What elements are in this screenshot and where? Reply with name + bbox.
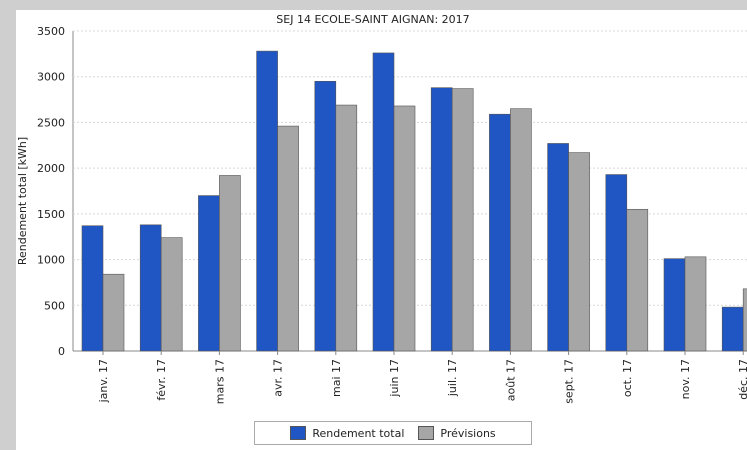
chart-title: SEJ 14 ECOLE-SAINT AIGNAN: 2017	[276, 13, 469, 26]
y-axis-ticks: 0 500 1000 1500 2000 2500 3000 3500	[37, 25, 65, 358]
x-tick-label: oct. 17	[621, 359, 634, 397]
y-tick-label: 500	[44, 299, 65, 312]
bar-rendement	[605, 174, 628, 352]
x-tick-label: janv. 17	[97, 359, 110, 403]
y-tick-label: 3000	[37, 71, 65, 84]
y-tick-label: 0	[58, 345, 65, 358]
x-tick-label: sept. 17	[563, 359, 576, 404]
bar-chart: SEJ 14 ECOLE-SAINT AIGNAN: 2017 0 500 1000…	[16, 13, 747, 404]
bar-previsions	[219, 175, 241, 352]
bar-rendement	[314, 80, 337, 352]
legend-item-rendement: Rendement total	[290, 426, 404, 440]
bar-rendement	[372, 52, 395, 352]
bar-rendement	[663, 258, 686, 352]
x-axis-ticks: janv. 17 févr. 17 mars 17 avr. 17 mai 17 juin…	[97, 351, 747, 404]
bar-previsions	[277, 125, 299, 352]
legend-swatch-previsions	[418, 426, 435, 440]
bar-previsions	[102, 273, 125, 352]
bar-rendement	[430, 87, 453, 352]
legend-item-previsions: Prévisions	[418, 426, 496, 440]
bar-rendement	[256, 50, 278, 352]
bar-rendement	[198, 195, 220, 352]
x-tick-label: mai 17	[330, 359, 343, 397]
bar-previsions	[626, 208, 649, 352]
x-tick-label: juin 17	[388, 359, 401, 398]
y-tick-label: 2500	[37, 116, 65, 129]
legend-swatch-rendement	[290, 426, 307, 440]
bar-rendement	[547, 143, 569, 352]
bar-previsions	[451, 88, 474, 352]
bar-previsions	[510, 108, 532, 352]
bar-rendement	[81, 225, 104, 352]
legend-label-rendement: Rendement total	[312, 426, 405, 440]
x-tick-label: août 17	[504, 359, 517, 401]
bar-rendement	[721, 306, 744, 352]
x-tick-label: avr. 17	[272, 359, 285, 397]
x-tick-label: mars 17	[213, 359, 226, 404]
x-tick-label: févr. 17	[155, 359, 168, 401]
bar-rendement	[489, 113, 511, 352]
legend-label-previsions: Prévisions	[440, 426, 496, 440]
x-tick-label: nov. 17	[679, 359, 692, 399]
y-tick-label: 1500	[37, 208, 65, 221]
bar-previsions	[160, 237, 183, 352]
bar-previsions	[742, 288, 747, 352]
x-tick-label: déc. 17	[737, 359, 747, 400]
bar-previsions	[684, 256, 707, 352]
bar-previsions	[393, 105, 416, 352]
bar-previsions	[568, 152, 590, 352]
bars	[81, 50, 747, 352]
chart-frame: SEJ 14 ECOLE-SAINT AIGNAN: 2017 0 500 1000…	[16, 10, 747, 450]
bar-rendement	[139, 224, 162, 352]
x-tick-label: juil. 17	[446, 359, 459, 397]
y-tick-label: 2000	[37, 162, 65, 175]
bar-previsions	[335, 104, 358, 352]
y-axis-label: Rendement total [kWh]	[16, 137, 29, 265]
y-tick-label: 3500	[37, 25, 65, 38]
y-tick-label: 1000	[37, 254, 65, 267]
chart-legend: Rendement total Prévisions	[254, 421, 532, 445]
